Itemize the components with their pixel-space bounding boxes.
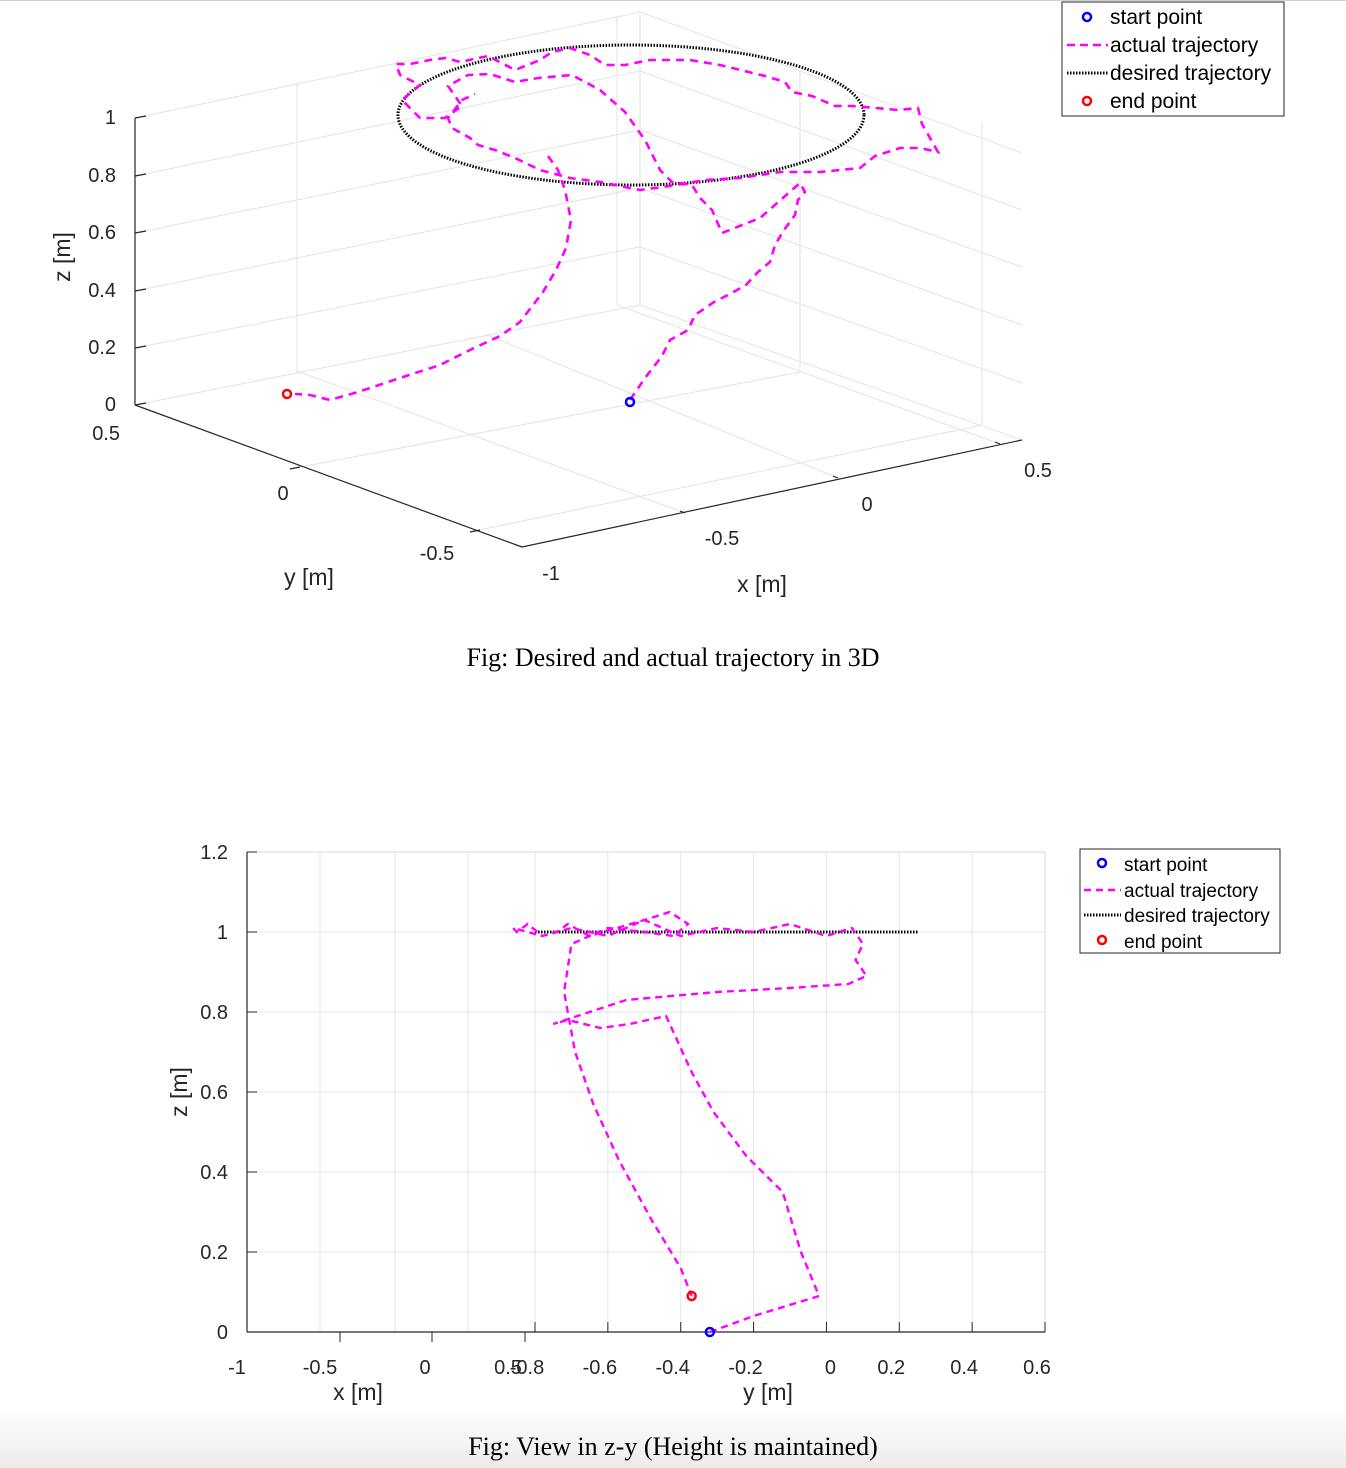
legend-end-marker: [1081, 95, 1093, 107]
y-tick: 0.4: [950, 1357, 978, 1379]
start-point-marker: [624, 396, 636, 408]
desired-trajectory-circle: [396, 43, 866, 187]
legend-box: [1061, 1, 1285, 117]
legend-label: desired trajectory: [1110, 62, 1272, 85]
x-tick-labels-zy: -1 -0.5 0 0.5: [228, 1357, 522, 1379]
legend-label: start point: [1124, 855, 1208, 876]
legend-label: start point: [1110, 6, 1202, 29]
y-tick: -0.8: [510, 1357, 544, 1379]
figure-caption-zy: Fig: View in z-y (Height is maintained): [468, 1432, 878, 1461]
y-tick: 0: [825, 1357, 836, 1379]
y-tick: -0.5: [420, 543, 454, 565]
y-tick: 0: [277, 483, 288, 505]
legend-label: end point: [1124, 932, 1203, 953]
axes-3d: [134, 115, 1023, 548]
y-tick: 0.2: [877, 1357, 905, 1379]
x-tick: 0.5: [494, 1357, 522, 1379]
z-axis-label: z [m]: [49, 232, 75, 282]
y-axis-label: y [m]: [284, 564, 334, 590]
x-tick: 0: [861, 494, 872, 516]
x-tick: -0.5: [303, 1357, 337, 1379]
x-tick: -1: [228, 1357, 246, 1379]
z-tick: 0: [217, 1322, 228, 1344]
bottom-fade: [0, 1408, 1346, 1468]
legend-start-marker: [1081, 11, 1093, 23]
legend-start-marker: [1096, 857, 1108, 869]
legend-box: [1079, 848, 1281, 954]
plot-zy: [509, 910, 918, 1338]
z-ticks-zy: 0 0.2 0.4 0.6 0.8 1 1.2: [200, 842, 257, 1344]
actual-trajectory-line: [509, 910, 869, 1334]
z-tick: 0.8: [88, 165, 116, 187]
z-tick: 1: [105, 107, 116, 129]
tick-labels-3d: 1 0.8 0.6 0.4 0.2 0 0.5 0 -0.5 -1 -0.5 0…: [49, 107, 1052, 597]
x-axis-label: x [m]: [333, 1379, 383, 1405]
z-tick: 0.6: [88, 222, 116, 244]
y-tick: 0.6: [1023, 1357, 1051, 1379]
chart-3d-trajectory: 1 0.8 0.6 0.4 0.2 0 0.5 0 -0.5 -1 -0.5 0…: [49, 1, 1285, 597]
z-axis-label: z [m]: [166, 1067, 192, 1117]
z-tick: 1.2: [200, 842, 228, 864]
z-tick: 0.4: [200, 1162, 228, 1184]
x-axis-ticks-zy: [339, 1332, 526, 1342]
x-tick: -1: [542, 563, 560, 585]
y-tick: -0.2: [728, 1357, 762, 1379]
y-tick: 0.5: [92, 423, 120, 445]
end-point-marker: [281, 388, 293, 400]
y-tick: -0.6: [583, 1357, 617, 1379]
x-tick: -0.5: [705, 528, 739, 550]
x-axis-label: x [m]: [737, 571, 787, 597]
x-tick: 0: [419, 1357, 430, 1379]
figure-caption-3d: Fig: Desired and actual trajectory in 3D: [466, 643, 880, 672]
z-tick: 0.6: [200, 1082, 228, 1104]
z-tick: 0.2: [88, 337, 116, 359]
legend-label: end point: [1110, 90, 1197, 113]
actual-trajectory-line: [294, 46, 941, 402]
x-tick: 0.5: [1024, 460, 1052, 482]
y-ticks-zy: -0.8 -0.6 -0.4 -0.2 0 0.2 0.4 0.6: [510, 1322, 1051, 1379]
z-tick: 0.8: [200, 1002, 228, 1024]
y-axis-label: y [m]: [743, 1379, 793, 1405]
legend-fig1: start point actual trajectory desired tr…: [1061, 1, 1285, 117]
plot-3d: [281, 43, 941, 408]
legend-label: actual trajectory: [1124, 881, 1259, 902]
z-tick: 0.2: [200, 1242, 228, 1264]
legend-end-marker: [1096, 934, 1108, 946]
legend-label: desired trajectory: [1124, 906, 1270, 927]
grid-zy: [246, 851, 1046, 1333]
end-point-marker: [686, 1290, 697, 1302]
legend-label: actual trajectory: [1110, 34, 1259, 57]
y-tick: -0.4: [655, 1357, 689, 1379]
z-tick: 0: [105, 394, 116, 416]
z-tick: 1: [217, 922, 228, 944]
top-border: [0, 0, 1346, 1]
start-point-marker: [704, 1326, 716, 1338]
z-tick: 0.4: [88, 280, 116, 302]
legend-fig2: start point actual trajectory desired tr…: [1079, 848, 1281, 954]
